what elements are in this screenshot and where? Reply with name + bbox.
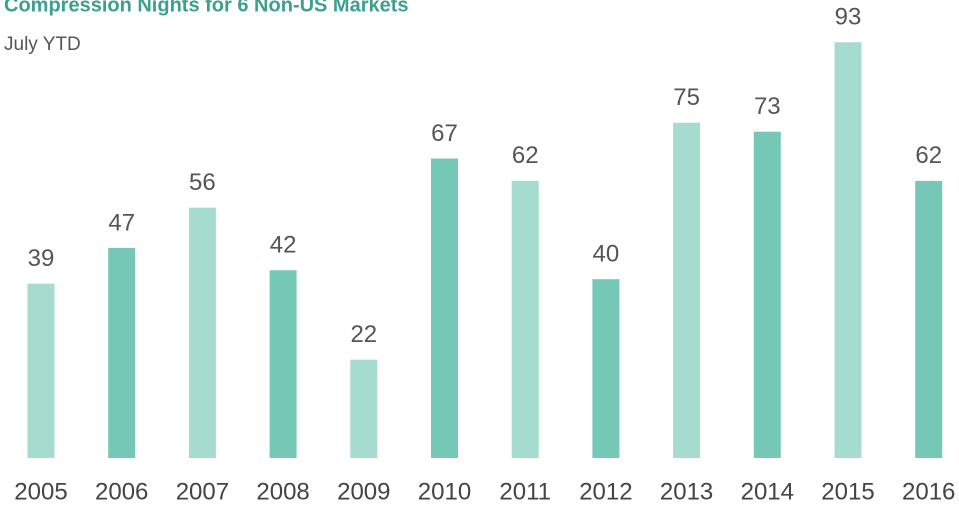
x-tick-label: 2008 xyxy=(256,478,309,505)
value-label: 42 xyxy=(270,232,297,259)
x-tick-label: 2006 xyxy=(95,478,148,505)
bar xyxy=(753,131,781,458)
bar xyxy=(592,279,620,458)
bar xyxy=(27,283,55,458)
value-label: 62 xyxy=(512,142,539,169)
x-tick-label: 2005 xyxy=(14,478,67,505)
value-label: 40 xyxy=(593,241,620,268)
x-tick-label: 2015 xyxy=(821,478,874,505)
value-label: 56 xyxy=(189,169,216,196)
bar xyxy=(108,247,136,458)
x-tick-label: 2010 xyxy=(418,478,471,505)
x-tick-label: 2012 xyxy=(579,478,632,505)
x-tick-label: 2009 xyxy=(337,478,390,505)
bar xyxy=(188,207,216,458)
bar xyxy=(350,359,378,458)
bar xyxy=(431,158,458,458)
chart-title: Compression Nights for 6 Non-US Markets xyxy=(4,0,409,16)
bar xyxy=(834,42,862,458)
value-label: 22 xyxy=(350,321,377,348)
value-label: 73 xyxy=(754,93,781,120)
value-label: 93 xyxy=(835,4,862,31)
value-label: 39 xyxy=(28,245,55,272)
bar xyxy=(511,180,539,459)
x-tick-label: 2016 xyxy=(902,478,955,505)
value-label: 67 xyxy=(431,120,458,147)
x-tick-label: 2007 xyxy=(176,478,229,505)
value-label: 47 xyxy=(108,209,135,236)
x-tick-label: 2014 xyxy=(741,478,794,505)
bar xyxy=(915,180,943,459)
bar xyxy=(269,270,297,458)
x-tick-label: 2013 xyxy=(660,478,713,505)
bar xyxy=(673,122,701,458)
value-label: 75 xyxy=(673,84,700,111)
chart-subtitle: July YTD xyxy=(4,34,81,55)
value-label: 62 xyxy=(915,142,942,169)
x-tick-label: 2011 xyxy=(499,478,551,505)
